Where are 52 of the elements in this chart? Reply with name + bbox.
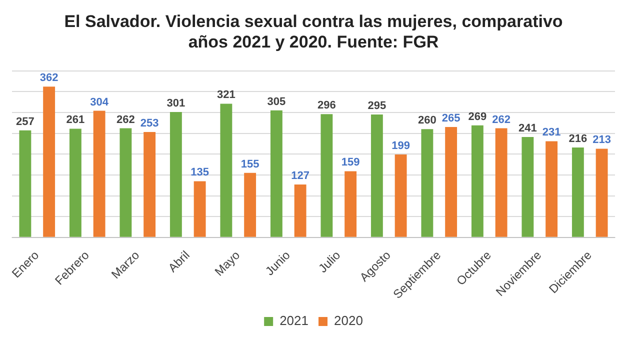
data-label: 296 [318,100,336,112]
data-label: 321 [217,89,236,102]
bar [572,147,584,237]
bar [394,154,407,237]
bar [170,112,182,237]
data-label: 262 [492,114,510,126]
data-label: 265 [442,112,460,125]
bar [43,86,56,237]
legend-label: 2020 [334,313,363,328]
data-label: 199 [392,140,410,152]
data-label: 231 [542,126,561,139]
data-label: 253 [140,118,159,130]
bar [270,110,282,237]
bar [344,171,357,237]
data-label: 257 [16,116,34,128]
bar [144,132,156,237]
data-label: 127 [291,170,310,182]
bar [421,129,434,237]
bar [370,114,383,237]
data-label: 304 [90,96,110,108]
data-label: 213 [592,134,611,146]
data-label: 216 [568,132,588,145]
bar [93,110,106,237]
bar [194,181,206,237]
data-label: 261 [66,114,85,126]
data-label: 301 [166,98,186,110]
chart-title: El Salvador. Violencia sexual contra las mujeres, comparativo años 2021 y 2020. Fuente: FGR [64,12,563,52]
bar [244,172,256,237]
bar [546,141,558,237]
data-label: 159 [341,156,360,169]
bar [445,127,458,237]
data-label: 305 [267,96,286,108]
bar [320,114,333,237]
data-label: 362 [40,72,58,84]
data-label: 295 [368,100,386,112]
bar [69,128,82,237]
bar [294,184,306,237]
bar [522,137,534,237]
bar [19,130,32,237]
data-label: 241 [518,122,537,135]
data-label: 135 [190,166,209,179]
data-label: 269 [468,110,487,123]
bar [471,125,484,237]
legend-label: 2021 [280,313,308,328]
data-label: 155 [240,158,260,170]
data-label: 262 [116,114,135,126]
bar [120,128,132,237]
data-label: 260 [418,114,436,127]
bar [220,104,232,237]
x-tick-label: Julio [316,248,344,276]
bar [495,128,508,237]
bar [596,148,608,237]
